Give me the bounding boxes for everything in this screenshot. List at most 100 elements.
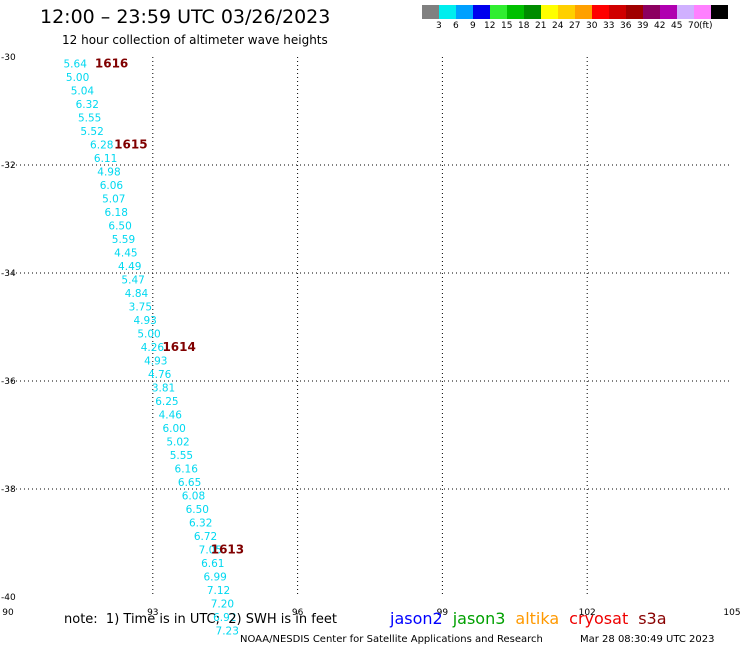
wave-height-value: 4.49: [118, 261, 141, 273]
wave-height-value: 5.55: [170, 450, 193, 462]
generated-timestamp: Mar 28 08:30:49 UTC 2023: [580, 634, 715, 645]
color-scale-label: 33: [603, 21, 615, 31]
x-tick-label: 105: [723, 608, 740, 618]
color-scale-label: 39: [637, 21, 649, 31]
wave-height-value: 6.11: [94, 153, 117, 165]
y-tick-label: -38: [1, 485, 16, 495]
wave-height-value: 6.72: [194, 531, 217, 543]
color-scale-label: 18: [518, 21, 530, 31]
wave-height-value: 4.98: [97, 167, 120, 179]
wave-height-value: 5.07: [102, 194, 125, 206]
wave-height-value: 7.23: [216, 626, 239, 638]
color-scale-label: 6: [453, 21, 459, 31]
wave-height-value: 3.75: [129, 302, 152, 314]
wave-height-value: 5.00: [66, 72, 89, 84]
color-swatch: [524, 5, 541, 19]
satellite-jason2: jason2: [390, 609, 443, 628]
track-number-label: 1614: [162, 340, 195, 354]
color-scale-label: 21: [535, 21, 547, 31]
satellite-cryosat: cryosat: [569, 609, 629, 628]
wave-height-value: 6.25: [155, 396, 178, 408]
wave-height-value: 4.46: [159, 410, 183, 422]
color-swatch: [575, 5, 592, 19]
y-tick-label: -34: [1, 269, 16, 279]
wave-height-value: 6.16: [175, 464, 199, 476]
track-number-label: 1613: [211, 543, 244, 557]
wave-height-value: 4.93: [133, 315, 156, 327]
satellite-s3a: s3a: [638, 609, 667, 628]
satellite-altika: altika: [515, 609, 560, 628]
color-swatch: [711, 5, 728, 19]
grid-lines: [8, 57, 732, 597]
wave-height-value: 4.26: [141, 342, 165, 354]
wave-height-value: 4.93: [144, 356, 167, 368]
wave-height-value: 6.61: [201, 558, 224, 570]
wave-height-value: 6.65: [178, 477, 201, 489]
x-tick-label: 102: [579, 608, 596, 618]
color-swatch: [507, 5, 524, 19]
color-scale-labels: 3 6 9 12 15 18 21 24 27 30 33 36 39 42 45 70 (ft): [422, 21, 740, 35]
color-swatch: [660, 5, 677, 19]
axis-tick-labels: 90 93 96 99 102 105 -30 -32 -34 -36 -38 -40: [1, 53, 740, 618]
chart-subtitle: 12 hour collection of altimeter wave hei…: [62, 33, 328, 47]
color-swatch: [439, 5, 456, 19]
color-scale-label: 12: [484, 21, 496, 31]
color-scale-label: 3: [436, 21, 442, 31]
wave-height-value: 6.06: [100, 180, 124, 192]
color-swatch: [473, 5, 490, 19]
color-scale-bar: [422, 5, 728, 19]
wave-height-value: 5.47: [121, 275, 144, 287]
color-scale-label: 45: [671, 21, 683, 31]
wave-height-value: 7.05: [199, 545, 222, 557]
track-number-label: 1615: [114, 138, 147, 152]
x-tick-label: 90: [2, 608, 14, 618]
color-swatch: [558, 5, 575, 19]
wave-height-value: 6.28: [90, 140, 113, 152]
color-swatch: [592, 5, 609, 19]
color-scale-label: 9: [470, 21, 476, 31]
wave-height-value: 6.92: [213, 612, 236, 624]
y-tick-label: -40: [1, 593, 16, 603]
wave-height-value: 5.52: [80, 126, 103, 138]
y-tick-label: -36: [1, 377, 16, 387]
wave-height-value: 3.81: [152, 383, 175, 395]
color-scale-label: 30: [586, 21, 598, 31]
color-swatch: [694, 5, 711, 19]
color-scale-label: 27: [569, 21, 581, 31]
color-scale-label: 24: [552, 21, 564, 31]
footnote: note: 1) Time is in UTC; 2) SWH is in fe…: [64, 612, 337, 627]
color-swatch: [677, 5, 694, 19]
wave-height-value: 4.45: [114, 248, 137, 260]
color-scale-label: 70: [688, 21, 700, 31]
satellite-jason3: jason3: [452, 609, 506, 628]
color-scale-label: 36: [620, 21, 632, 31]
wave-height-value: 6.08: [182, 491, 205, 503]
wave-height-value: 6.32: [189, 518, 212, 530]
color-swatch: [490, 5, 507, 19]
color-swatch: [609, 5, 626, 19]
color-scale-label: 42: [654, 21, 666, 31]
wave-height-value: 5.55: [78, 113, 101, 125]
wave-height-value: 6.50: [186, 504, 209, 516]
wave-height-labels: 5.645.005.046.325.555.526.286.114.986.06…: [64, 59, 239, 638]
color-swatch: [541, 5, 558, 19]
satellite-legend: jason2 jason3 altika cryosat s3a: [390, 609, 667, 628]
chart-title: 12:00 – 23:59 UTC 03/26/2023: [40, 6, 331, 28]
y-tick-label: -30: [1, 53, 16, 63]
wave-height-value: 4.84: [125, 288, 149, 300]
color-swatch: [626, 5, 643, 19]
track-number-label: 1616: [95, 57, 128, 71]
y-tick-label: -32: [1, 161, 16, 171]
wave-height-value: 7.20: [211, 599, 234, 611]
wave-height-value: 5.64: [64, 59, 88, 71]
wave-height-value: 6.32: [76, 99, 99, 111]
wave-height-value: 7.12: [207, 585, 230, 597]
wave-height-value: 6.18: [105, 207, 128, 219]
x-tick-label: 96: [292, 608, 304, 618]
color-swatch: [643, 5, 660, 19]
wave-height-value: 5.00: [137, 329, 160, 341]
x-tick-label: 99: [437, 608, 449, 618]
wave-height-value: 5.59: [112, 234, 135, 246]
wave-height-value: 4.76: [148, 369, 172, 381]
